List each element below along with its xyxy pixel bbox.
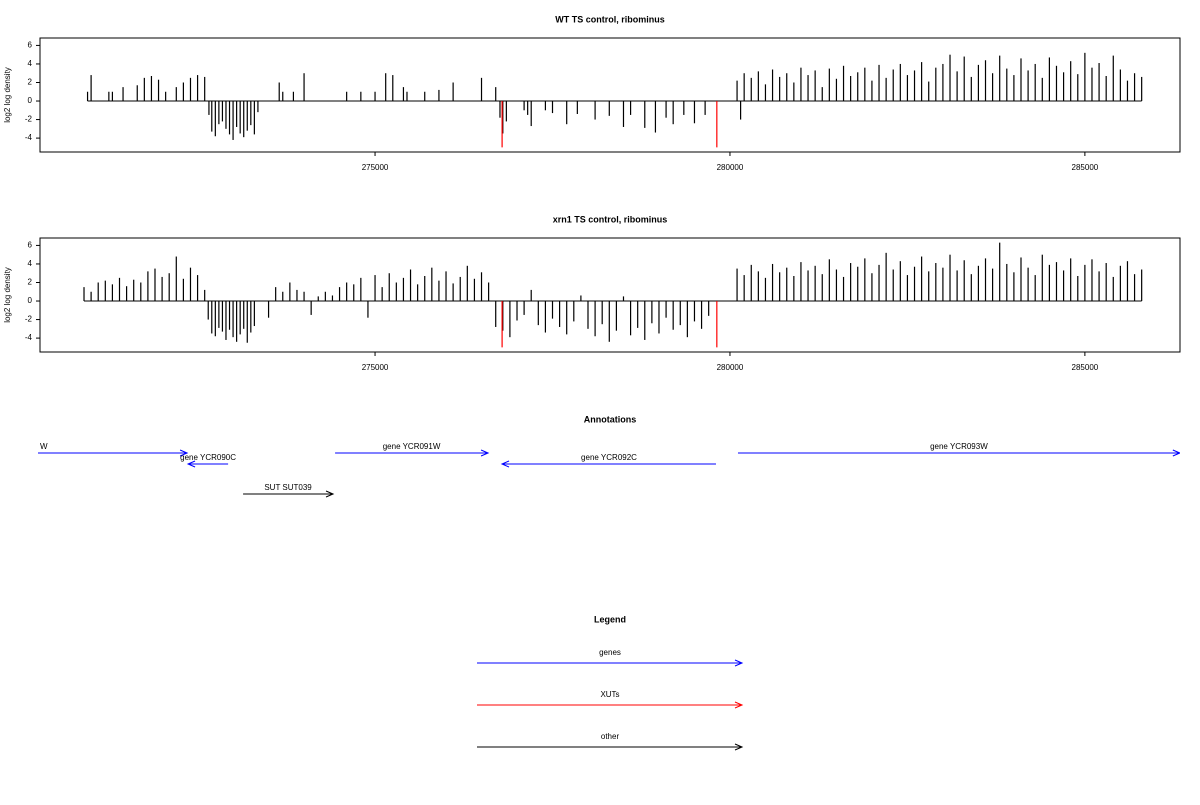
x-tick-label: 275000 [362, 163, 389, 172]
annotation-track [38, 449, 1180, 498]
x-tick-label: 285000 [1072, 363, 1099, 372]
feature-arrow-head [500, 460, 510, 468]
legend-label: XUTs [600, 690, 619, 699]
feature-arrow-head [325, 490, 335, 498]
y-axis-label: log2 log density [3, 267, 12, 323]
y-tick-label: 2 [28, 278, 33, 287]
y-axis-label: log2 log density [3, 67, 12, 123]
y-tick-label: 6 [28, 241, 33, 250]
annotations-title: Annotations [584, 414, 637, 424]
panel-title: WT TS control, ribominus [555, 14, 665, 24]
y-tick-label: 0 [28, 96, 33, 105]
feature-label: W [40, 442, 48, 451]
y-tick-label: 4 [28, 259, 33, 268]
feature-label: SUT SUT039 [264, 483, 312, 492]
legend-arrow-head [734, 659, 744, 667]
y-tick-label: 6 [28, 41, 33, 50]
legend-arrow-head [734, 701, 744, 709]
plot-frame [39, 37, 1181, 153]
plot-frame [39, 237, 1181, 353]
y-tick-label: 2 [28, 78, 33, 87]
feature-arrow-head [186, 460, 196, 468]
y-tick-label: -4 [25, 133, 33, 142]
y-tick-label: 0 [28, 296, 33, 305]
y-tick-label: -2 [25, 315, 33, 324]
feature-arrow-head [1172, 449, 1180, 457]
panel-title: xrn1 TS control, ribominus [553, 214, 668, 224]
y-tick-label: -2 [25, 115, 33, 124]
feature-label: gene YCR093W [930, 442, 988, 451]
legend-title: Legend [594, 614, 626, 624]
feature-label: gene YCR090C [180, 453, 236, 462]
x-tick-label: 280000 [717, 363, 744, 372]
feature-arrow-head [179, 449, 189, 457]
y-tick-label: -4 [25, 333, 33, 342]
feature-label: gene YCR091W [383, 442, 441, 451]
legend-label: genes [599, 648, 621, 657]
feature-label: gene YCR092C [581, 453, 637, 462]
x-tick-label: 280000 [717, 163, 744, 172]
legend-arrow-head [734, 743, 744, 751]
legend-label: other [601, 732, 620, 741]
y-tick-label: 4 [28, 59, 33, 68]
x-tick-label: 275000 [362, 363, 389, 372]
x-tick-label: 285000 [1072, 163, 1099, 172]
feature-arrow-head [480, 449, 490, 457]
